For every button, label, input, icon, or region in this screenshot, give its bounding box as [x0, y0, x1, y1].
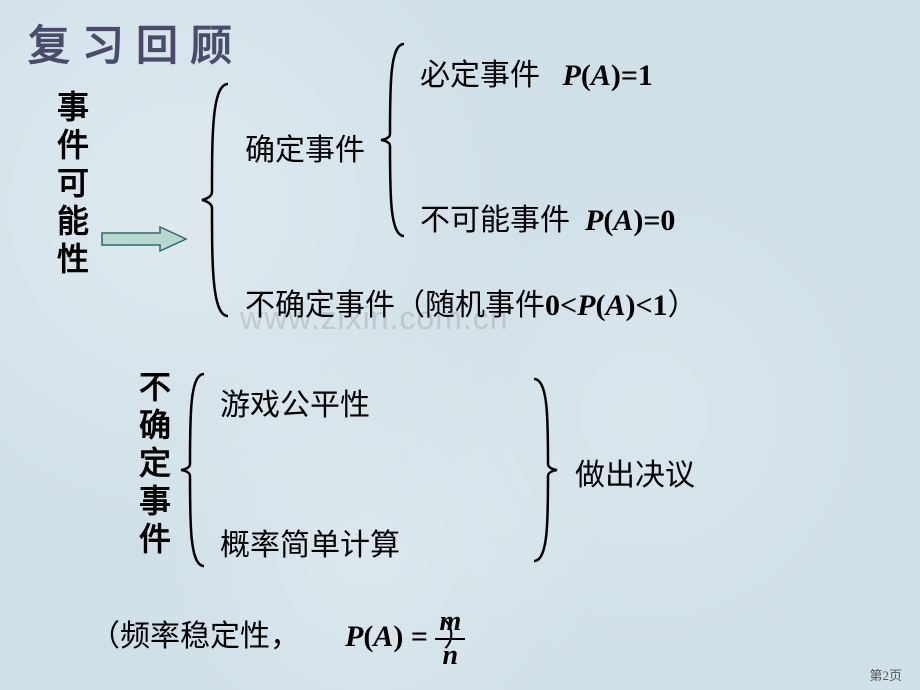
text-fairness: 游戏公平性 — [220, 380, 370, 424]
text-uncertain-event: 不确定事件（随机事件0<P(A)<1） — [245, 280, 698, 324]
text-probcalc: 概率简单计算 — [220, 520, 400, 564]
text-decision: 做出决议 — [575, 450, 695, 494]
text-determined: 确定事件 — [245, 125, 365, 169]
text-frequency: （频率稳定性， P(A) = mn） — [90, 608, 495, 670]
brace-left-lower — [178, 370, 208, 570]
vertical-label-uncertain: 不确定事件 — [130, 370, 176, 560]
brace-right-lower — [530, 375, 560, 565]
vertical-label-possibility: 事件可能性 — [48, 90, 94, 280]
page-title: 复习回顾 — [28, 12, 244, 73]
text-certain-event: 必定事件 P(A)=1 — [420, 50, 653, 94]
page-number: 第2页 — [869, 665, 902, 684]
brace-left-main — [198, 80, 234, 320]
arrow-icon — [100, 225, 188, 253]
brace-right-upper — [378, 40, 408, 240]
text-impossible-event: 不可能事件 P(A)=0 — [420, 195, 675, 239]
